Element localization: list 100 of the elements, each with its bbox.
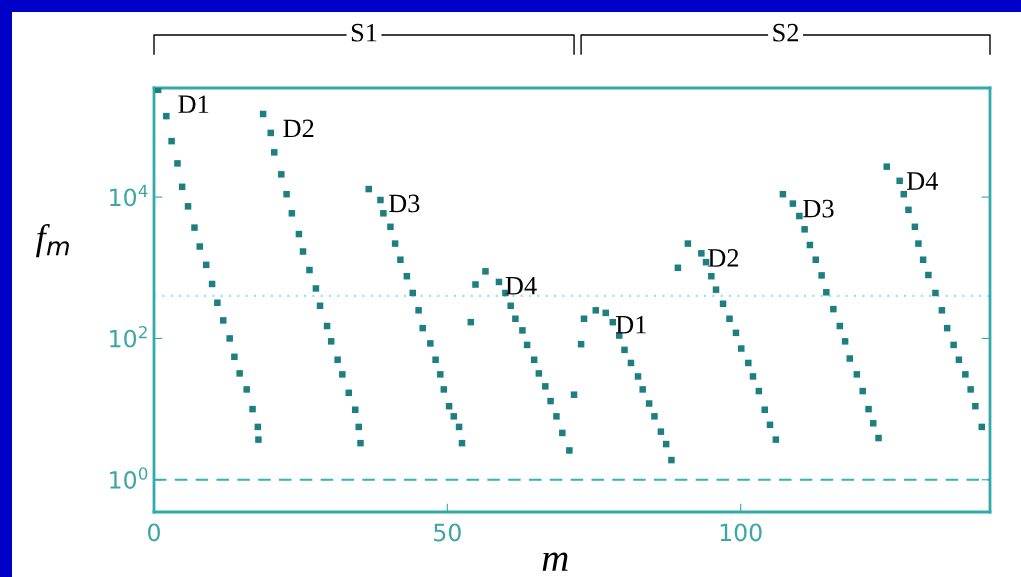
point — [883, 163, 890, 170]
point — [243, 386, 250, 393]
point — [592, 307, 600, 314]
point — [278, 171, 285, 178]
point — [955, 356, 963, 363]
point — [962, 371, 969, 378]
point — [231, 353, 238, 361]
point — [334, 356, 341, 363]
y-tick-label: 10$^{0}$ — [110, 467, 148, 489]
point — [249, 405, 256, 413]
point — [602, 309, 609, 317]
point — [830, 305, 837, 313]
series-label: D4 — [906, 172, 939, 190]
point — [870, 420, 877, 427]
x-tick-label: 50 — [434, 523, 461, 542]
point — [634, 373, 642, 380]
point — [440, 386, 448, 393]
point — [391, 240, 399, 247]
point — [339, 371, 346, 378]
series-label: D3 — [388, 194, 420, 213]
point — [853, 371, 861, 378]
point — [841, 338, 849, 345]
point — [719, 300, 727, 307]
point — [191, 224, 198, 231]
point — [738, 345, 745, 352]
point — [306, 266, 313, 274]
point — [932, 289, 939, 297]
point — [214, 299, 221, 307]
point — [387, 223, 394, 231]
point — [472, 281, 479, 288]
point — [967, 386, 974, 393]
point — [530, 356, 538, 363]
y-tick-label: 10$^{4}$ — [110, 184, 148, 207]
point — [875, 434, 882, 442]
point — [698, 250, 705, 257]
point — [542, 383, 549, 390]
point — [823, 289, 830, 296]
point — [570, 391, 578, 398]
point — [163, 112, 170, 120]
point — [789, 200, 797, 207]
point — [553, 413, 560, 420]
point — [377, 196, 384, 204]
point — [299, 248, 307, 255]
point — [312, 285, 320, 292]
point — [168, 137, 175, 145]
point — [639, 386, 646, 393]
point — [865, 405, 872, 413]
point — [397, 256, 404, 263]
point — [761, 406, 768, 413]
text: S1 — [351, 23, 377, 42]
point — [512, 315, 519, 323]
x-tick-label: 100 — [720, 523, 762, 542]
series-label: D2 — [283, 119, 314, 138]
y-axis-title: f$_{m}$ — [36, 224, 69, 258]
point — [547, 397, 554, 405]
point — [972, 402, 979, 410]
point — [380, 210, 387, 217]
point — [184, 203, 192, 210]
point — [226, 335, 233, 342]
point — [288, 210, 296, 217]
point — [255, 436, 262, 443]
point — [357, 439, 364, 447]
point — [327, 338, 335, 345]
point — [519, 327, 526, 334]
point — [801, 226, 808, 233]
point — [938, 307, 946, 314]
point — [283, 190, 290, 198]
x-tick-label: 0 — [148, 523, 160, 542]
point — [450, 413, 458, 420]
point — [796, 212, 803, 220]
point — [772, 436, 780, 443]
point — [219, 317, 227, 324]
point — [409, 289, 416, 297]
point — [355, 423, 362, 431]
point — [846, 355, 854, 362]
point — [621, 346, 628, 354]
point — [905, 206, 912, 214]
point — [950, 341, 957, 349]
point — [859, 387, 866, 395]
point — [645, 400, 653, 407]
point — [351, 406, 359, 413]
point — [684, 240, 692, 247]
point — [415, 307, 422, 314]
text: S2 — [773, 23, 799, 42]
point — [271, 149, 278, 156]
point — [507, 302, 514, 310]
point — [896, 177, 903, 185]
point — [915, 240, 922, 247]
point — [559, 429, 566, 437]
point — [432, 356, 439, 363]
point — [437, 371, 444, 378]
point — [154, 88, 162, 94]
point — [919, 256, 927, 263]
point — [566, 447, 573, 454]
series-label: D2 — [708, 249, 739, 267]
point — [668, 456, 675, 464]
point — [236, 370, 243, 377]
point — [749, 373, 757, 380]
series-label: D3 — [803, 199, 834, 218]
point — [419, 324, 426, 332]
